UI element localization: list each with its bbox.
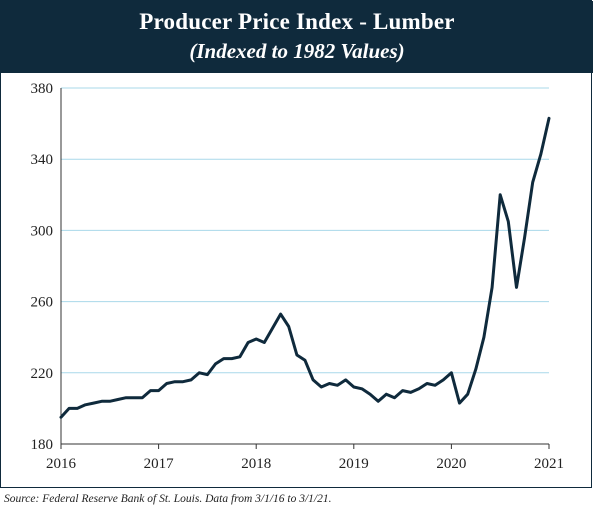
y-tick-label: 380 xyxy=(31,81,54,97)
y-tick-label: 260 xyxy=(31,295,54,311)
data-series xyxy=(59,116,551,419)
x-tick-label: 2021 xyxy=(534,456,564,472)
chart-subtitle: (Indexed to 1982 Values) xyxy=(189,39,405,63)
x-tick-label: 2016 xyxy=(46,456,77,472)
axes xyxy=(60,88,550,449)
y-tick-label: 300 xyxy=(31,223,54,239)
chart-header: Producer Price Index - Lumber (Indexed t… xyxy=(1,1,593,73)
y-tick-label: 220 xyxy=(31,366,54,382)
y-tick-label: 340 xyxy=(31,152,54,168)
x-tick-label: 2019 xyxy=(339,456,369,472)
x-tick-label: 2018 xyxy=(241,456,271,472)
x-tick-label: 2017 xyxy=(144,456,175,472)
x-tick-label: 2020 xyxy=(436,456,466,472)
gridlines xyxy=(61,87,549,374)
y-axis-tick-labels: 180 220 260 300 340 380 xyxy=(31,81,54,453)
x-axis-tick-labels: 2016 2017 2018 2019 2020 2021 xyxy=(46,456,564,472)
source-note: Source: Federal Reserve Bank of St. Loui… xyxy=(4,493,332,505)
y-tick-label: 180 xyxy=(31,437,54,453)
chart-frame: Producer Price Index - Lumber (Indexed t… xyxy=(0,0,593,488)
series-line xyxy=(59,116,551,419)
chart-title: Producer Price Index - Lumber xyxy=(139,9,455,34)
